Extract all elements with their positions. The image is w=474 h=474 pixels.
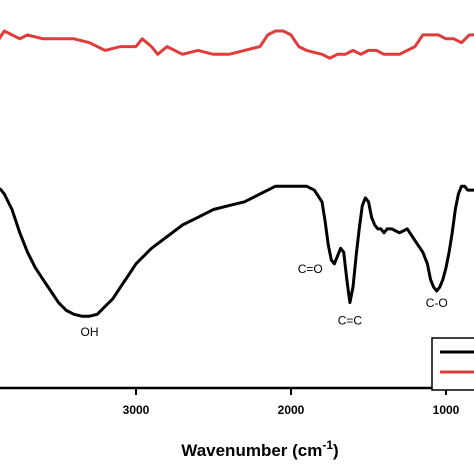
x-axis-label: Wavenumber (cm-1) (181, 438, 338, 460)
series-layer (0, 29, 474, 318)
series-line-1 (0, 29, 474, 60)
x-tick-label-1000: 1000 (433, 403, 460, 417)
series-line-2 (0, 184, 474, 318)
x-ticks: 3000 2000 1000 (123, 388, 460, 417)
x-tick-label-3000: 3000 (123, 403, 150, 417)
annotation-c-o: C=O (298, 262, 323, 276)
legend-box (431, 337, 474, 391)
annotation-oh: OH (81, 325, 99, 339)
legend (431, 337, 474, 391)
annotation-c-c: C=C (338, 314, 363, 328)
peak-annotations: OH C=O C=C C-O (81, 262, 448, 339)
annotation-c-o: C-O (426, 296, 448, 310)
x-tick-label-2000: 2000 (278, 403, 305, 417)
